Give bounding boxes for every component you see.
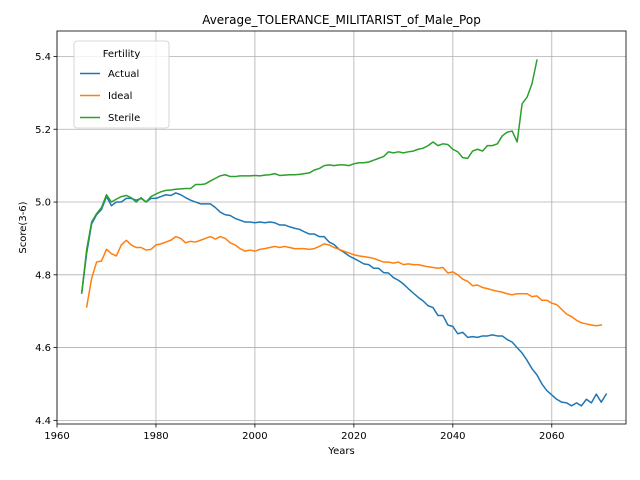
x-tick-label: 2060 <box>539 431 564 442</box>
y-tick-label: 4.8 <box>35 270 51 281</box>
x-tick-label: 2000 <box>242 431 267 442</box>
legend-title: Fertility <box>103 49 141 60</box>
series-line-ideal <box>85 235 603 327</box>
x-tick-label: 2040 <box>440 431 465 442</box>
y-tick-label: 4.6 <box>35 343 51 354</box>
legend-label-sterile: Sterile <box>108 113 140 124</box>
plot-frame <box>56 30 627 425</box>
grid <box>56 31 626 424</box>
y-tick-label: 5.4 <box>35 52 51 63</box>
axis-ticks: 1960 1980 2000 2020 2040 2060 4.4 4.6 4.8 5.0 5.2 5… <box>35 52 564 442</box>
x-tick-label: 2020 <box>341 431 366 442</box>
x-tick-label: 1960 <box>44 431 69 442</box>
y-tick-label: 5.2 <box>35 125 51 136</box>
series-lines <box>80 59 608 407</box>
legend-label-ideal: Ideal <box>108 91 132 102</box>
series-line-sterile <box>80 59 538 294</box>
y-tick-label: 4.4 <box>35 416 51 427</box>
y-tick-label: 5.0 <box>35 198 51 209</box>
x-axis-label: Years <box>327 446 354 457</box>
y-axis-label: Score(3-6) <box>18 201 29 253</box>
legend-box <box>73 40 170 129</box>
legend: Fertility Actual Ideal Sterile <box>73 40 170 129</box>
legend-entries: Actual Ideal Sterile <box>80 69 140 124</box>
chart-title: Average_TOLERANCE_MILITARIST_of_Male_Pop <box>202 13 481 27</box>
x-tick-label: 1980 <box>143 431 168 442</box>
series-line-actual <box>80 192 608 407</box>
legend-label-actual: Actual <box>108 69 139 80</box>
